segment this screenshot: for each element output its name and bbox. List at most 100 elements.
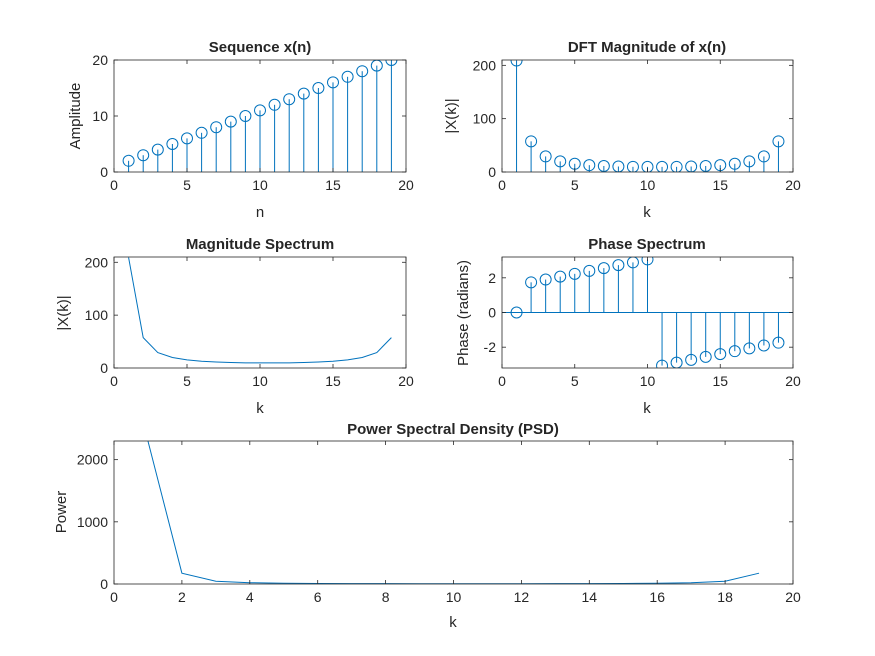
stem-marker [626, 160, 639, 172]
plot-area [128, 257, 392, 364]
stem-marker [341, 70, 354, 83]
stem-marker [510, 60, 523, 67]
stem-marker [356, 65, 369, 78]
x-tick-label: 20 [785, 373, 801, 389]
x-tick-label: 10 [252, 373, 268, 389]
subplot-dft-magnitude: DFT Magnitude of x(n) k |X(k)| 0 5 10 15 200… [443, 39, 801, 221]
series-line [128, 257, 392, 364]
stem-marker [539, 273, 552, 286]
stem-marker [224, 115, 237, 128]
y-axis-label: |X(k)| [55, 295, 72, 330]
x-tick-label: 15 [712, 177, 728, 193]
plot-area [502, 257, 793, 368]
x-tick-label: 10 [640, 373, 656, 389]
x-tick-label: 10 [446, 589, 462, 605]
subplot-psd: Power Spectral Density (PSD) k Power 0 2 4… [53, 421, 801, 631]
stem-marker [699, 350, 712, 363]
x-tick-label: 12 [514, 589, 530, 605]
stem-marker [583, 159, 596, 172]
y-tick-label: 2000 [77, 452, 108, 468]
stem-marker [525, 135, 538, 148]
y-tick-label: 200 [473, 57, 497, 73]
plot-area [122, 60, 398, 172]
y-tick-label: 0 [488, 164, 496, 180]
x-tick-label: 15 [712, 373, 728, 389]
y-tick-label: 0 [100, 360, 108, 376]
stem-marker [685, 353, 698, 366]
stem-marker [656, 160, 669, 172]
stem-marker [597, 262, 610, 275]
x-tick-label: 10 [640, 177, 656, 193]
y-tick-label: 0 [100, 576, 108, 592]
subplot-magnitude-spectrum: Magnitude Spectrum k |X(k)| 0 5 10 15 200100… [55, 236, 414, 417]
x-tick-label: 4 [246, 589, 254, 605]
x-tick-label: 6 [314, 589, 322, 605]
x-tick-label: 5 [183, 177, 191, 193]
stem-marker [539, 150, 552, 163]
stem-marker [743, 342, 756, 355]
x-tick-label: 5 [571, 373, 579, 389]
stem-marker [166, 138, 179, 150]
stem-marker [554, 270, 567, 283]
x-axis-label: k [643, 400, 651, 417]
y-tick-label: 100 [85, 307, 109, 323]
x-tick-label: 0 [110, 177, 118, 193]
x-axis-label: n [256, 204, 264, 221]
subplot-sequence: Sequence x(n) n Amplitude 0 5 10 15 20 0 10 20 [67, 39, 414, 221]
stem-marker [568, 267, 581, 280]
stem-marker [728, 157, 741, 170]
stem-marker [122, 154, 135, 167]
chart-title: Magnitude Spectrum [186, 236, 334, 253]
y-tick-label: 100 [473, 111, 497, 127]
x-tick-label: 2 [178, 589, 186, 605]
stem-marker [656, 359, 669, 368]
y-tick-label: -2 [484, 339, 497, 355]
x-tick-label: 0 [110, 373, 118, 389]
subplot-phase-spectrum: Phase Spectrum k Phase (radians) 0 5 10 15 2… [455, 236, 801, 417]
y-tick-label: 20 [92, 52, 108, 68]
x-tick-label: 15 [325, 177, 341, 193]
stem-marker [597, 159, 610, 172]
y-axis-label: Power [53, 491, 70, 534]
x-tick-label: 20 [785, 177, 801, 193]
stem-marker [268, 98, 281, 111]
stem-marker [612, 160, 625, 172]
stem-marker [670, 160, 683, 172]
x-tick-label: 8 [382, 589, 390, 605]
x-tick-label: 15 [325, 373, 341, 389]
stem-marker [525, 276, 538, 289]
stem-marker [757, 339, 770, 352]
x-tick-label: 10 [252, 177, 268, 193]
chart-title: Phase Spectrum [588, 236, 706, 253]
stem-marker [612, 259, 625, 272]
y-tick-label: 1000 [77, 514, 108, 530]
stem-marker [772, 135, 785, 148]
stem-marker [181, 132, 193, 145]
stem-marker [685, 160, 698, 172]
x-axis-label: k [449, 614, 457, 631]
x-tick-label: 14 [582, 589, 598, 605]
x-tick-label: 16 [649, 589, 665, 605]
x-tick-label: 5 [183, 373, 191, 389]
chart-title: Sequence x(n) [209, 39, 312, 56]
stem-marker [699, 159, 712, 172]
stem-marker [714, 348, 727, 361]
stem-marker [670, 356, 683, 368]
x-axis-label: k [643, 204, 651, 221]
stem-marker [239, 110, 252, 122]
x-tick-label: 0 [498, 373, 506, 389]
stem-marker [283, 93, 296, 106]
x-tick-label: 20 [785, 589, 801, 605]
x-tick-label: 0 [110, 589, 118, 605]
plot-area [510, 60, 785, 172]
stem-marker [137, 149, 150, 162]
x-tick-label: 0 [498, 177, 506, 193]
stem-marker [312, 82, 325, 94]
y-tick-label: 10 [92, 108, 108, 124]
stem-marker [385, 60, 398, 66]
stem-marker [195, 126, 208, 139]
stem-marker [151, 143, 164, 156]
stem-marker [327, 76, 339, 89]
y-axis-label: |X(k)| [443, 98, 460, 133]
